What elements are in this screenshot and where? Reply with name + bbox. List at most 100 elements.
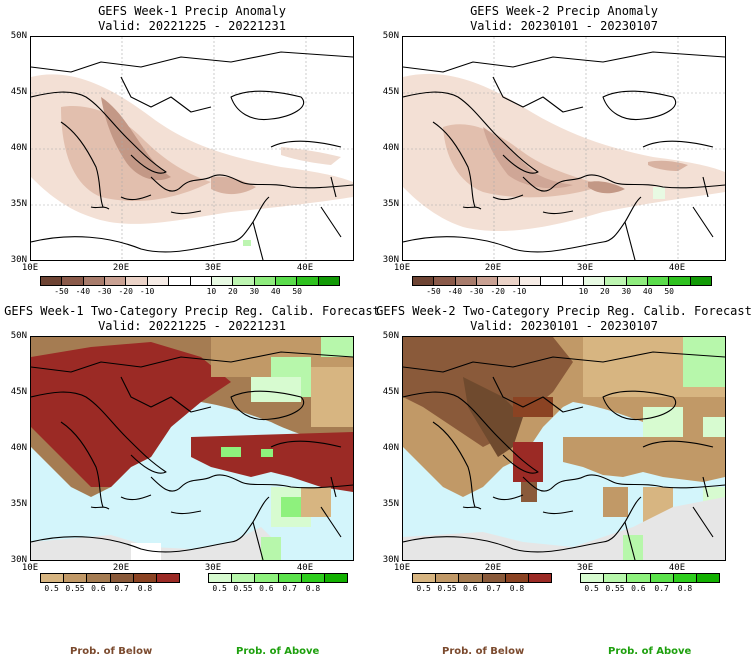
colorbar-segment xyxy=(455,277,478,285)
colorbar-tick: 0.7 xyxy=(654,584,669,593)
colorbar-segment xyxy=(505,574,529,582)
prob-below-colorbar-week1 xyxy=(40,573,180,583)
colorbar-segment xyxy=(126,277,148,285)
colorbar-tick: -30 xyxy=(97,287,112,296)
colorbar-tick: 0.5 xyxy=(584,584,599,593)
colorbar-segment xyxy=(605,277,627,285)
colorbar-segment xyxy=(647,277,670,285)
colorbar-segment xyxy=(211,277,234,285)
colorbar-tick: 0.55 xyxy=(65,584,85,593)
lon-label: 10E xyxy=(21,263,39,273)
colorbar-tick: 0.8 xyxy=(509,584,525,593)
colorbar-tick: 10 xyxy=(206,287,217,296)
lon-label: 20E xyxy=(484,563,502,573)
lon-label: 10E xyxy=(21,563,39,573)
lon-label: 40E xyxy=(668,563,686,573)
colorbar-tick: -10 xyxy=(511,287,527,296)
prob-below-label-week1: Prob. of Below xyxy=(70,646,153,657)
colorbar-segment xyxy=(562,277,584,285)
colorbar-tick: 40 xyxy=(642,287,653,296)
colorbar-segment xyxy=(233,277,255,285)
lat-label: 45N xyxy=(382,387,399,397)
colorbar-tick: 50 xyxy=(664,287,674,296)
colorbar-segment xyxy=(583,277,606,285)
colorbar-segment xyxy=(696,574,720,582)
panel-2-title: GEFS Week-2 Precip Anomaly xyxy=(470,4,658,18)
lon-label: 20E xyxy=(112,563,130,573)
prob-below-colorbar-week2 xyxy=(412,573,552,583)
colorbar-segment xyxy=(626,277,648,285)
lon-label: 30E xyxy=(576,263,594,273)
colorbar-tick: -20 xyxy=(118,287,133,296)
prob-below-label-week2: Prob. of Below xyxy=(442,646,525,657)
colorbar-segment xyxy=(156,574,180,582)
colorbar-segment xyxy=(459,574,483,582)
colorbar-tick: 50 xyxy=(292,287,302,296)
map-week2-anomaly-canvas xyxy=(403,37,725,260)
panel-3-valid-dates: Valid: 20221225 - 20221231 xyxy=(98,319,286,333)
map-week1-two-category-canvas xyxy=(31,337,353,560)
panel-2-valid-dates: Valid: 20230101 - 20230107 xyxy=(470,19,658,33)
map-week2-two-category xyxy=(402,336,726,561)
colorbar-segment xyxy=(669,277,691,285)
colorbar-tick: 0.8 xyxy=(677,584,693,593)
colorbar-segment xyxy=(254,277,276,285)
lat-label: 50N xyxy=(382,331,399,341)
lat-label: 50N xyxy=(382,31,399,41)
colorbar-segment xyxy=(62,277,84,285)
colorbar-segment xyxy=(650,574,674,582)
prob-above-label-week2: Prob. of Above xyxy=(608,646,692,657)
colorbar-segment xyxy=(169,277,191,285)
lon-label: 20E xyxy=(112,263,130,273)
colorbar-tick: 0.7 xyxy=(282,584,297,593)
prob-above-colorbar-week2 xyxy=(580,573,720,583)
colorbar-tick: 10 xyxy=(578,287,589,296)
map-week1-anomaly xyxy=(30,36,354,261)
colorbar-segment xyxy=(87,574,111,582)
colorbar-segment xyxy=(498,277,520,285)
colorbar-tick: 0.7 xyxy=(486,584,501,593)
colorbar-tick: 0.8 xyxy=(137,584,153,593)
colorbar-tick: 0.55 xyxy=(233,584,253,593)
lat-label: 40N xyxy=(382,143,399,153)
lat-label: 35N xyxy=(10,199,27,209)
colorbar-segment xyxy=(324,574,348,582)
colorbar-segment xyxy=(436,574,460,582)
colorbar-segment xyxy=(255,574,279,582)
lat-label: 45N xyxy=(10,387,27,397)
map-week2-two-category-canvas xyxy=(403,337,725,560)
lat-label: 50N xyxy=(10,31,27,41)
lon-label: 30E xyxy=(204,563,222,573)
lat-label: 30N xyxy=(382,555,399,565)
colorbar-tick: 0.55 xyxy=(605,584,625,593)
colorbar-segment xyxy=(318,277,340,285)
lat-label: 30N xyxy=(382,255,399,265)
colorbar-segment xyxy=(413,574,437,582)
colorbar-tick: -10 xyxy=(139,287,155,296)
colorbar-tick: -40 xyxy=(447,287,463,296)
colorbar-segment xyxy=(275,277,298,285)
lat-label: 35N xyxy=(382,199,399,209)
panel-4-title: GEFS Week-2 Two-Category Precip Reg. Cal… xyxy=(376,304,752,318)
colorbar-segment xyxy=(41,277,63,285)
colorbar-segment xyxy=(673,574,697,582)
colorbar-segment xyxy=(482,574,506,582)
lat-label: 30N xyxy=(10,555,27,565)
colorbar-segment xyxy=(147,277,170,285)
colorbar-tick: 0.5 xyxy=(212,584,227,593)
colorbar-segment xyxy=(105,277,127,285)
colorbar-tick: 0.5 xyxy=(416,584,431,593)
colorbar-segment xyxy=(477,277,499,285)
prob-above-colorbar-week1 xyxy=(208,573,348,583)
colorbar-tick: -30 xyxy=(469,287,484,296)
colorbar-tick: -20 xyxy=(490,287,505,296)
map-week2-anomaly xyxy=(402,36,726,261)
colorbar-tick: 0.6 xyxy=(463,584,478,593)
lon-label: 30E xyxy=(204,263,222,273)
colorbar-segment xyxy=(627,574,651,582)
colorbar-segment xyxy=(604,574,628,582)
colorbar-tick: 0.7 xyxy=(114,584,129,593)
map-week1-two-category xyxy=(30,336,354,561)
lon-label: 20E xyxy=(484,263,502,273)
colorbar-tick: -40 xyxy=(75,287,91,296)
